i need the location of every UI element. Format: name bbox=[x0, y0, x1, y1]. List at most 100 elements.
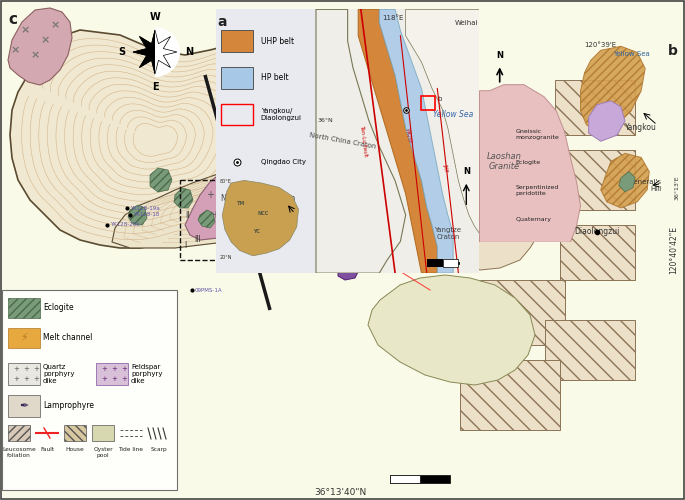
Text: YK128-18: YK128-18 bbox=[133, 212, 159, 218]
Polygon shape bbox=[308, 220, 322, 236]
Text: Melt channel: Melt channel bbox=[43, 334, 92, 342]
Bar bbox=[96, 363, 128, 385]
Text: Feldspar
porphyry
dike: Feldspar porphyry dike bbox=[131, 364, 162, 384]
Text: NCC: NCC bbox=[258, 212, 269, 216]
Text: YK128-20b: YK128-20b bbox=[110, 222, 140, 228]
Bar bbox=[64, 425, 86, 441]
Text: ×: × bbox=[40, 35, 50, 45]
Text: 7E: 7E bbox=[225, 176, 232, 180]
Text: +: + bbox=[33, 366, 39, 372]
Text: ×: × bbox=[10, 45, 20, 55]
Polygon shape bbox=[267, 238, 283, 257]
Bar bbox=[486, 97, 503, 104]
Text: N: N bbox=[185, 47, 193, 57]
Text: +: + bbox=[121, 366, 127, 372]
Text: +: + bbox=[246, 190, 254, 200]
Polygon shape bbox=[310, 118, 440, 238]
Text: S: S bbox=[118, 47, 125, 57]
Polygon shape bbox=[8, 8, 72, 85]
Text: a: a bbox=[217, 14, 227, 28]
Bar bbox=[443, 258, 458, 266]
Polygon shape bbox=[379, 10, 453, 273]
Text: I: I bbox=[184, 240, 186, 250]
Text: HP belt: HP belt bbox=[260, 74, 288, 82]
Bar bbox=[545, 320, 635, 380]
Text: 36°13'E: 36°13'E bbox=[675, 176, 680, 200]
Text: Qingdao City: Qingdao City bbox=[260, 160, 306, 166]
Polygon shape bbox=[406, 10, 480, 234]
Bar bbox=[390, 475, 420, 483]
Text: 36°N: 36°N bbox=[317, 118, 333, 122]
Text: +: + bbox=[234, 205, 242, 215]
Text: Tide line: Tide line bbox=[119, 447, 143, 452]
Bar bbox=[390, 475, 450, 483]
Text: Eclogite: Eclogite bbox=[43, 304, 73, 312]
Bar bbox=[221, 68, 253, 88]
Text: Tan-Lu fault: Tan-Lu fault bbox=[359, 125, 368, 158]
Text: North China Craton: North China Craton bbox=[221, 194, 295, 203]
Text: TM: TM bbox=[237, 201, 245, 206]
Polygon shape bbox=[222, 180, 299, 256]
Text: +: + bbox=[336, 150, 345, 160]
Text: b: b bbox=[668, 44, 677, 59]
Text: b: b bbox=[437, 96, 442, 102]
Text: +: + bbox=[13, 366, 19, 372]
Bar bbox=[8, 363, 40, 385]
Text: W: W bbox=[149, 12, 160, 22]
Text: +: + bbox=[211, 210, 219, 220]
Bar bbox=[8, 395, 40, 417]
Polygon shape bbox=[316, 10, 406, 273]
Text: Fault: Fault bbox=[40, 447, 54, 452]
Bar bbox=[484, 154, 512, 172]
Text: 09PMS-1A: 09PMS-1A bbox=[195, 288, 223, 292]
Text: Serpentinized
peridotite: Serpentinized peridotite bbox=[516, 186, 559, 196]
Text: House: House bbox=[66, 447, 84, 452]
Bar bbox=[484, 125, 512, 144]
Bar bbox=[486, 97, 522, 104]
Bar bbox=[8, 298, 40, 318]
Text: ×: × bbox=[50, 20, 60, 30]
Text: E: E bbox=[151, 82, 158, 92]
Polygon shape bbox=[128, 205, 147, 225]
Text: N: N bbox=[496, 52, 503, 60]
Text: 36°13'40"N: 36°13'40"N bbox=[314, 488, 366, 497]
Text: YK128-19a: YK128-19a bbox=[130, 206, 160, 210]
Text: +: + bbox=[226, 190, 234, 200]
Text: Oyster
pool: Oyster pool bbox=[93, 447, 113, 458]
Text: Scarp: Scarp bbox=[151, 447, 167, 452]
Bar bbox=[221, 104, 253, 126]
Text: ⚡: ⚡ bbox=[20, 333, 28, 343]
Text: Laoshan
Granite: Laoshan Granite bbox=[486, 152, 521, 171]
Bar bbox=[316, 10, 480, 273]
Text: +: + bbox=[23, 366, 29, 372]
Text: General's
Hill: General's Hill bbox=[628, 179, 661, 192]
Polygon shape bbox=[185, 168, 263, 240]
Text: Fig.2: Fig.2 bbox=[282, 168, 303, 177]
Text: ×: × bbox=[30, 50, 40, 60]
Text: JXF: JXF bbox=[443, 163, 448, 172]
Bar bbox=[560, 225, 635, 280]
Text: N: N bbox=[463, 166, 470, 175]
Text: YC: YC bbox=[253, 229, 260, 234]
Text: +: + bbox=[13, 376, 19, 382]
Text: +: + bbox=[101, 366, 107, 372]
Polygon shape bbox=[601, 154, 649, 208]
Text: +: + bbox=[121, 376, 127, 382]
Bar bbox=[180, 180, 275, 260]
Text: Yangkou: Yangkou bbox=[625, 122, 658, 132]
Text: North China Craton: North China Craton bbox=[309, 132, 376, 150]
Polygon shape bbox=[479, 84, 580, 242]
Polygon shape bbox=[358, 10, 437, 273]
Bar bbox=[216, 10, 316, 273]
Text: +: + bbox=[33, 376, 39, 382]
Text: +: + bbox=[350, 140, 360, 150]
Text: 20°N: 20°N bbox=[220, 256, 232, 260]
Text: Diaolongzui: Diaolongzui bbox=[574, 227, 619, 236]
Text: III: III bbox=[195, 236, 201, 244]
Text: Yangkou/
Diaolongzui: Yangkou/ Diaolongzui bbox=[260, 108, 301, 122]
Polygon shape bbox=[588, 101, 625, 141]
Polygon shape bbox=[112, 155, 345, 248]
Polygon shape bbox=[254, 232, 270, 248]
Text: WQYF: WQYF bbox=[405, 128, 412, 144]
Polygon shape bbox=[320, 130, 385, 205]
